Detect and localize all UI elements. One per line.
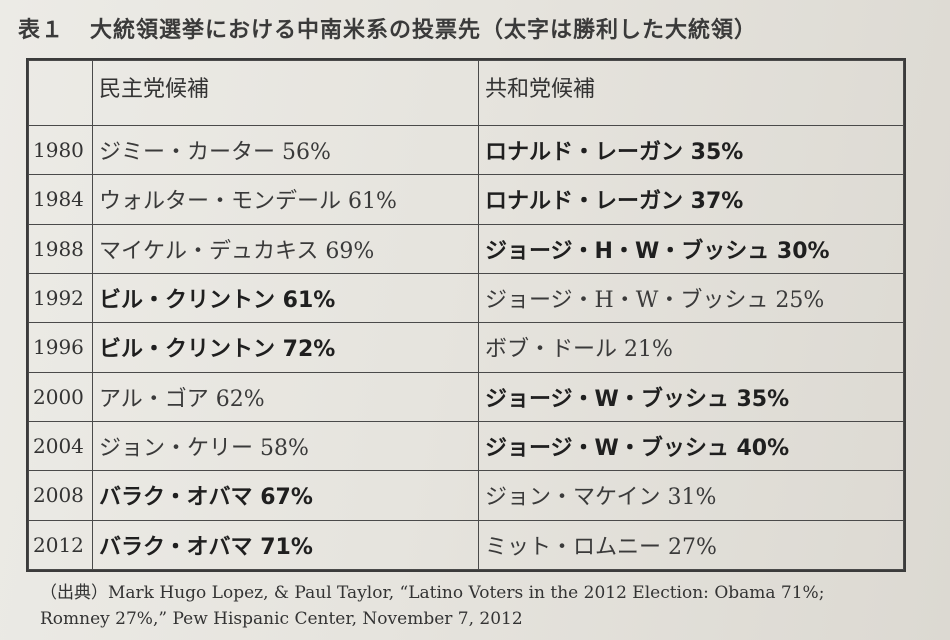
- democratic-candidate: ジョン・ケリー 58%: [92, 420, 479, 472]
- election-year: 1992: [28, 272, 93, 324]
- source-line-2: Romney 27%,” Pew Hispanic Center, Novemb…: [40, 609, 523, 629]
- table-row: 1980 ジミー・カーター 56% ロナルド・レーガン 35%: [28, 124, 904, 176]
- republican-candidate: ジョージ・H・W・ブッシュ 30%: [478, 223, 904, 274]
- election-year: 2012: [28, 519, 93, 571]
- table-caption: 表１ 大統領選挙における中南米系の投票先（太字は勝利した大統領）: [18, 12, 757, 44]
- caption-label: 表１: [18, 18, 65, 43]
- table-row: 2000 アル・ゴア 62% ジョージ・W・ブッシュ 35%: [28, 371, 904, 422]
- election-year: 2008: [28, 470, 93, 521]
- table-row: 2012 バラク・オバマ 71% ミット・ロムニー 27%: [28, 519, 904, 571]
- republican-candidate: ロナルド・レーガン 37%: [478, 174, 904, 225]
- democratic-candidate: バラク・オバマ 71%: [92, 519, 479, 571]
- republican-candidate: ボブ・ドール 21%: [478, 322, 904, 373]
- table-row: 2008 バラク・オバマ 67% ジョン・マケイン 31%: [28, 470, 904, 521]
- election-year: 1988: [28, 223, 93, 274]
- democratic-candidate: アル・ゴア 62%: [92, 371, 479, 422]
- republican-candidate: ジョージ・H・W・ブッシュ 25%: [478, 272, 904, 324]
- source-line-1: （出典）Mark Hugo Lopez, & Paul Taylor, “Lat…: [40, 583, 825, 603]
- table-header-row: 民主党候補 共和党候補: [28, 60, 904, 126]
- table-row: 2004 ジョン・ケリー 58% ジョージ・W・ブッシュ 40%: [28, 420, 904, 472]
- election-year: 1996: [28, 322, 93, 373]
- header-democratic: 民主党候補: [92, 60, 479, 126]
- header-republican: 共和党候補: [478, 60, 904, 126]
- table-row: 1996 ビル・クリントン 72% ボブ・ドール 21%: [28, 322, 904, 373]
- democratic-candidate: バラク・オバマ 67%: [92, 470, 479, 521]
- source-citation: （出典）Mark Hugo Lopez, & Paul Taylor, “Lat…: [40, 580, 824, 632]
- header-year: [28, 60, 93, 126]
- republican-candidate: ミット・ロムニー 27%: [478, 519, 904, 571]
- democratic-candidate: ビル・クリントン 72%: [92, 322, 479, 373]
- election-year: 2004: [28, 420, 93, 472]
- election-year: 1980: [28, 124, 93, 176]
- table-row: 1984 ウォルター・モンデール 61% ロナルド・レーガン 37%: [28, 174, 904, 225]
- election-year: 1984: [28, 174, 93, 225]
- election-table: 民主党候補 共和党候補 1980 ジミー・カーター 56% ロナルド・レーガン 35…: [28, 60, 904, 571]
- table-row: 1992 ビル・クリントン 61% ジョージ・H・W・ブッシュ 25%: [28, 272, 904, 324]
- republican-candidate: ジョージ・W・ブッシュ 35%: [478, 371, 904, 422]
- republican-candidate: ロナルド・レーガン 35%: [478, 124, 904, 176]
- democratic-candidate: ウォルター・モンデール 61%: [92, 174, 479, 225]
- democratic-candidate: ジミー・カーター 56%: [92, 124, 479, 176]
- caption-text: 大統領選挙における中南米系の投票先（太字は勝利した大統領）: [90, 18, 758, 43]
- republican-candidate: ジョージ・W・ブッシュ 40%: [478, 420, 904, 472]
- republican-candidate: ジョン・マケイン 31%: [478, 470, 904, 521]
- table-row: 1988 マイケル・デュカキス 69% ジョージ・H・W・ブッシュ 30%: [28, 223, 904, 274]
- election-year: 2000: [28, 371, 93, 422]
- election-table-frame: 民主党候補 共和党候補 1980 ジミー・カーター 56% ロナルド・レーガン 35…: [26, 58, 906, 572]
- democratic-candidate: ビル・クリントン 61%: [92, 272, 479, 324]
- democratic-candidate: マイケル・デュカキス 69%: [92, 223, 479, 274]
